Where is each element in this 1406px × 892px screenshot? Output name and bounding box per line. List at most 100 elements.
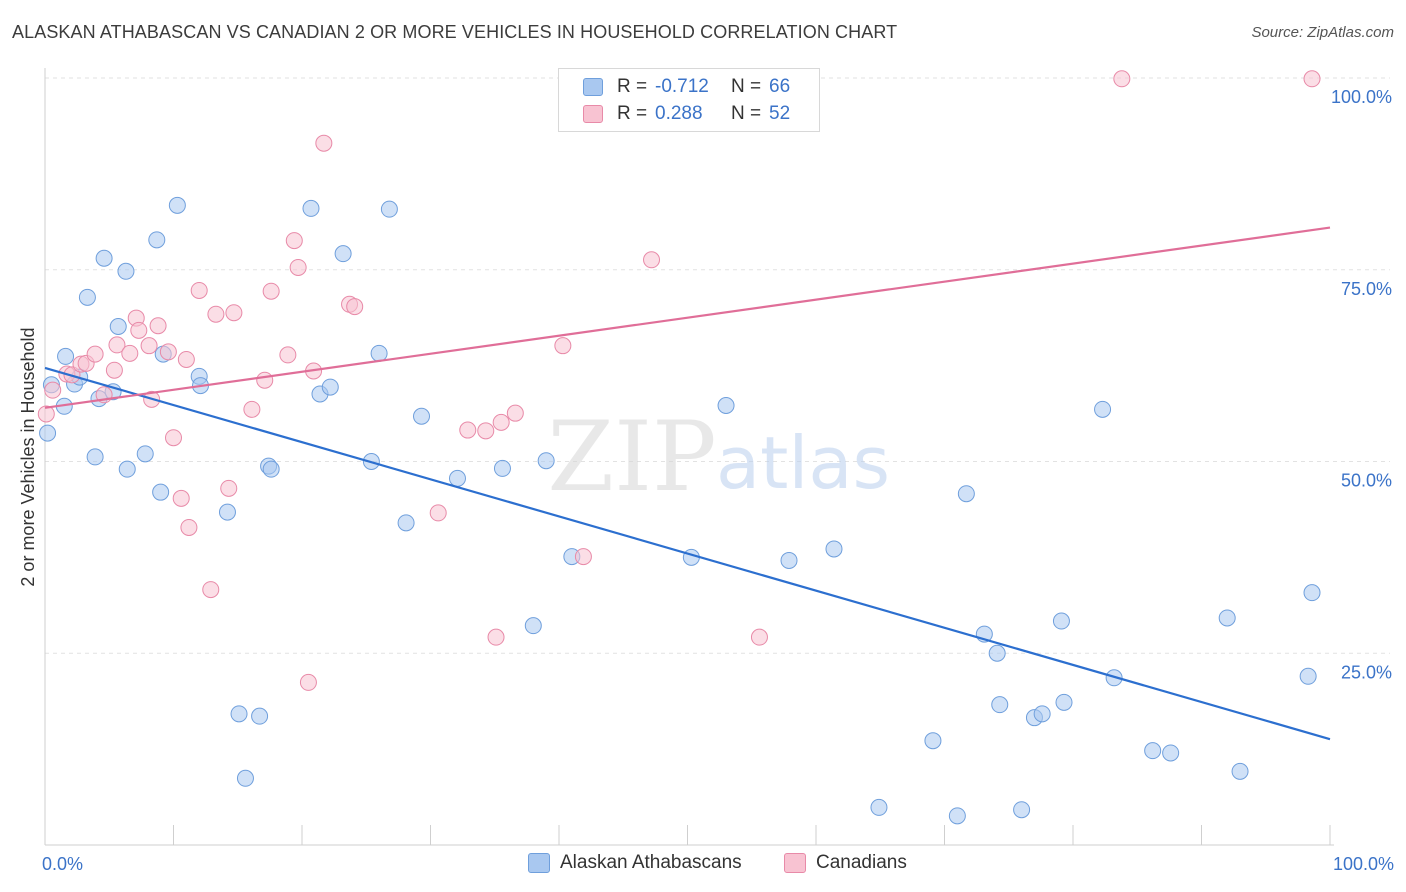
legend-swatch-pink: [583, 105, 603, 123]
x-tick-label-100: 100.0%: [1333, 854, 1394, 874]
r-value: -0.712: [655, 76, 709, 97]
point-canadian: [315, 134, 333, 152]
point-athabascan: [397, 514, 415, 532]
point-canadian: [140, 337, 158, 355]
point-canadian: [429, 504, 447, 522]
point-canadian: [1303, 70, 1321, 88]
point-athabascan: [537, 452, 555, 470]
point-canadian: [554, 337, 572, 355]
n-label: N =: [731, 103, 762, 124]
series-swatch-pink: [784, 853, 806, 873]
point-athabascan: [152, 483, 170, 501]
gridlines: [45, 77, 1390, 654]
tick-labels: 25.0% 50.0% 75.0% 100.0% 0.0% 100.0%: [42, 87, 1394, 874]
trend-line-athabascan: [44, 366, 1331, 741]
point-athabascan: [370, 344, 388, 362]
point-athabascan: [448, 469, 466, 487]
point-canadian: [299, 673, 317, 691]
y-tick-label-50: 50.0%: [1341, 471, 1392, 491]
source-credit: Source: ZipAtlas.com: [1251, 24, 1394, 41]
point-canadian: [130, 321, 148, 339]
point-athabascan: [948, 807, 966, 825]
legend-row-canadian: R = 0.288 N = 52: [583, 102, 790, 126]
point-athabascan: [924, 732, 942, 750]
point-canadian: [643, 251, 661, 269]
point-canadian: [172, 489, 190, 507]
point-athabascan: [1013, 801, 1031, 819]
point-athabascan: [78, 288, 96, 306]
r-value: 0.288: [655, 103, 703, 124]
axes: [44, 68, 1334, 846]
point-canadian: [346, 298, 364, 316]
point-athabascan: [1144, 742, 1162, 760]
point-canadian: [202, 581, 220, 599]
point-athabascan: [334, 245, 352, 263]
point-canadian: [190, 281, 208, 299]
point-athabascan: [117, 262, 135, 280]
point-athabascan: [1303, 584, 1321, 602]
point-canadian: [574, 548, 592, 566]
point-athabascan: [1052, 612, 1070, 630]
point-athabascan: [262, 460, 280, 478]
point-athabascan: [136, 445, 154, 463]
point-canadian: [477, 422, 495, 440]
trend-lines: [44, 226, 1331, 741]
point-canadian: [177, 350, 195, 368]
point-athabascan: [86, 448, 104, 466]
point-canadian: [149, 317, 167, 335]
point-canadian: [165, 429, 182, 447]
point-athabascan: [218, 503, 236, 521]
n-value: 52: [769, 103, 791, 124]
r-label: R =: [617, 76, 648, 97]
point-athabascan: [251, 707, 269, 725]
point-athabascan: [1299, 667, 1317, 685]
point-athabascan: [780, 551, 798, 569]
point-athabascan: [524, 617, 542, 635]
point-canadian: [105, 361, 123, 379]
n-value: 66: [769, 76, 791, 97]
series-legend-canadians: Canadians: [784, 852, 907, 874]
point-athabascan: [988, 644, 1006, 662]
point-athabascan: [1055, 693, 1073, 711]
legend-row-athabascan: R = -0.712 N = 66: [583, 75, 790, 99]
point-athabascan: [825, 540, 843, 558]
y-tick-label-25: 25.0%: [1341, 662, 1392, 682]
r-label: R =: [617, 103, 648, 124]
point-canadian: [506, 404, 524, 422]
point-canadian: [1113, 70, 1131, 88]
chart-title: ALASKAN ATHABASCAN VS CANADIAN 2 OR MORE…: [12, 22, 898, 42]
point-canadian: [285, 232, 303, 250]
point-canadian: [492, 413, 510, 431]
n-label: N =: [731, 76, 762, 97]
point-canadian: [225, 304, 243, 322]
point-athabascan: [168, 196, 186, 214]
point-athabascan: [413, 407, 431, 425]
series-legend-athabascans: Alaskan Athabascans: [528, 852, 742, 874]
point-canadian: [44, 381, 62, 399]
point-athabascan: [302, 199, 320, 217]
y-tick-label-100: 100.0%: [1331, 87, 1392, 107]
x-tick-label-0: 0.0%: [42, 854, 83, 874]
point-canadian: [220, 479, 238, 497]
point-athabascan: [1162, 744, 1180, 762]
point-canadian: [86, 345, 104, 363]
point-athabascan: [957, 485, 975, 503]
point-athabascan: [236, 769, 254, 787]
point-athabascan: [870, 798, 888, 816]
y-axis-label: 2 or more Vehicles in Household: [18, 327, 38, 586]
series-swatch-blue: [528, 853, 550, 873]
point-athabascan: [109, 318, 127, 336]
point-canadian: [262, 282, 280, 300]
point-athabascan: [991, 696, 1009, 714]
point-canadian: [487, 628, 505, 646]
point-athabascan: [1231, 762, 1249, 780]
point-canadian: [180, 518, 198, 536]
point-athabascan: [148, 231, 166, 249]
point-athabascan: [717, 397, 735, 415]
point-athabascan: [321, 378, 339, 396]
point-canadian: [459, 421, 477, 439]
series-name: Canadians: [816, 852, 907, 873]
point-athabascan: [95, 249, 113, 267]
point-canadian: [243, 400, 261, 418]
